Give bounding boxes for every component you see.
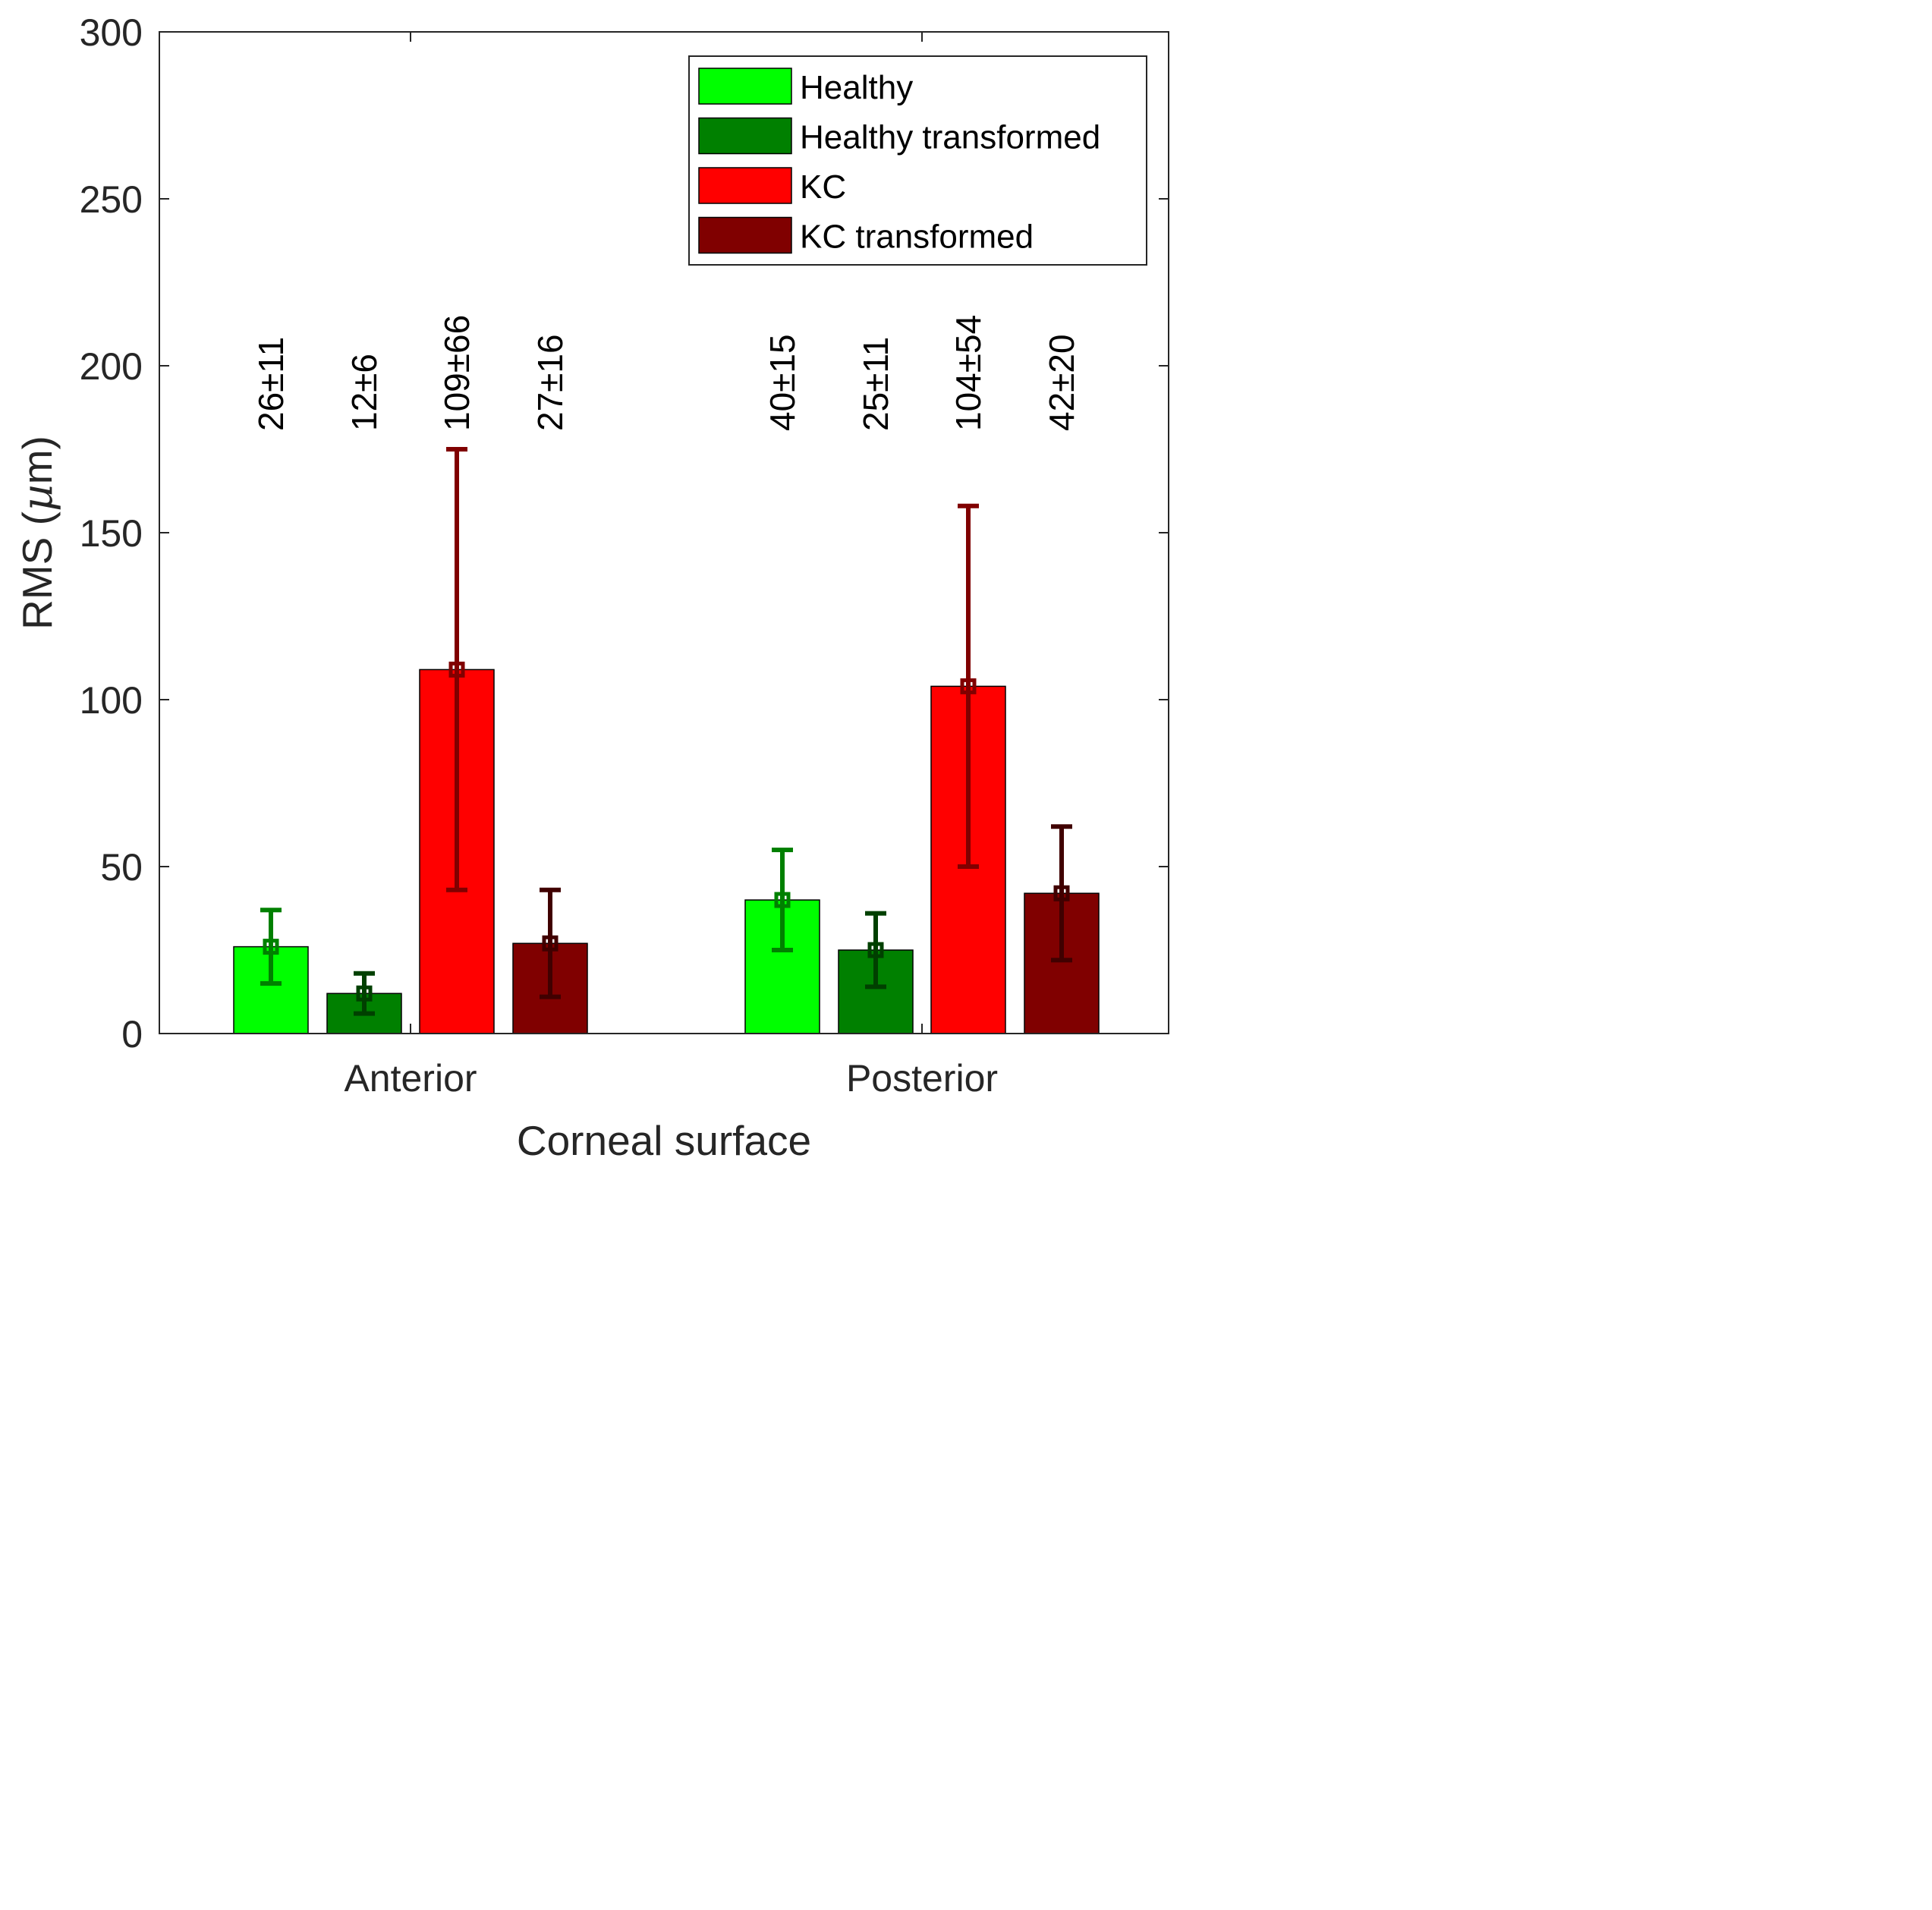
y-tick-label: 100 [80,679,143,722]
y-tick-label: 200 [80,345,143,388]
error-bar-healthy-transformed-anterior [354,971,375,1016]
legend-swatch [698,117,792,155]
mean-marker [263,939,279,955]
error-bar-kc-posterior [958,503,979,869]
y-axis-title-mu: µ [13,484,61,511]
error-bar-kc-transformed-anterior [540,887,561,999]
legend-swatch [698,167,792,204]
mean-marker [867,942,884,958]
error-bar-kc-anterior [446,447,467,892]
error-bar-healthy-transformed-posterior [865,911,886,990]
error-bar-healthy-posterior [772,848,793,952]
axis-ticks: 0 50 100 150 200 250 300 Anterior Posterior [80,11,1169,1100]
mean-marker [542,935,559,952]
legend-label: KC [800,168,846,206]
legend: Healthy Healthy transformed KC KC transform… [688,55,1147,266]
x-tick-label: Posterior [846,1057,998,1100]
value-label: 104±54 [949,315,988,431]
value-label: 26±11 [251,337,291,431]
value-label: 25±11 [856,337,895,431]
x-tick-label: Anterior [344,1057,477,1100]
y-tick-label: 50 [100,846,143,889]
legend-swatch [698,68,792,105]
value-label: 12±6 [345,354,384,431]
value-label: 40±15 [763,334,802,431]
y-tick-label: 300 [80,11,143,54]
legend-label: Healthy [800,69,913,106]
y-axis-title-unit: m) [14,436,61,484]
y-tick-label: 250 [80,178,143,221]
y-tick-label: 150 [80,512,143,555]
value-label: 42±20 [1042,334,1081,431]
y-tick-label: 0 [121,1013,143,1056]
mean-marker [448,661,465,678]
mean-marker [774,892,791,908]
x-axis-title: Corneal surface [517,1117,811,1164]
y-axis-title-text: RMS ( [14,511,61,630]
mean-marker [356,985,373,1002]
mean-marker [1053,885,1070,902]
value-label: 27±16 [530,334,570,431]
error-bar-kc-transformed-posterior [1051,824,1072,963]
rms-bar-chart: 26±11 40±15 12±6 25±11 109±66 104±54 27±16 42±2… [13,11,1169,1164]
mean-marker [960,678,977,694]
error-bar-healthy-anterior [260,908,282,986]
legend-label: Healthy transformed [800,119,1100,156]
legend-label: KC transformed [800,219,1034,256]
legend-swatch [698,216,792,254]
value-label: 109±66 [437,315,477,431]
plot-marks: 26±11 40±15 12±6 25±11 109±66 104±54 27±16 42±2… [233,315,1100,1034]
y-axis-title: RMS (µm) [13,436,61,630]
